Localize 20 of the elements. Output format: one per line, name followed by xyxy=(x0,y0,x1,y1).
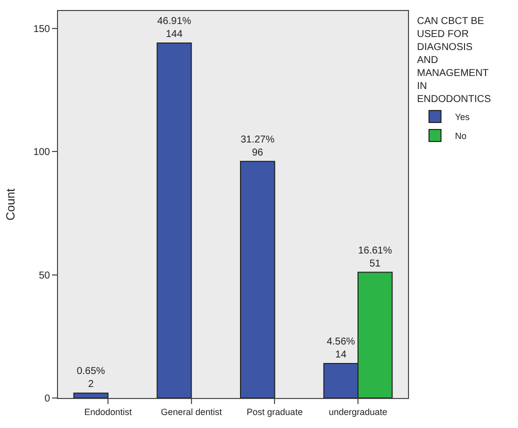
y-tick-label: 50 xyxy=(38,270,50,282)
bar xyxy=(156,42,192,398)
data-label: 16.61% 51 xyxy=(358,245,392,270)
bar xyxy=(240,160,276,398)
data-label: 46.91% 144 xyxy=(157,16,192,40)
bar xyxy=(73,392,108,398)
x-tick-label: Post graduate xyxy=(246,406,303,417)
y-tick-label: 0 xyxy=(44,394,50,404)
legend-label: No xyxy=(455,131,467,142)
data-label: 31.27% 96 xyxy=(240,134,275,158)
legend-title: CAN CBCT BE USED FOR DIAGNOSIS AND MANAGEMENT IN ENDODONTICS xyxy=(417,16,492,105)
y-axis-title: Count xyxy=(4,188,18,221)
x-tick-label: undergraduate xyxy=(328,406,388,417)
y-tick-label: 150 xyxy=(33,24,50,35)
y-tick-label: 100 xyxy=(33,147,50,158)
legend-label: Yes xyxy=(455,112,470,122)
data-label: 4.56% 14 xyxy=(326,336,356,360)
data-label: 0.65% 2 xyxy=(76,366,106,390)
x-tick-label: Endodontist xyxy=(84,406,132,417)
x-tick-label: General dentist xyxy=(160,406,222,417)
